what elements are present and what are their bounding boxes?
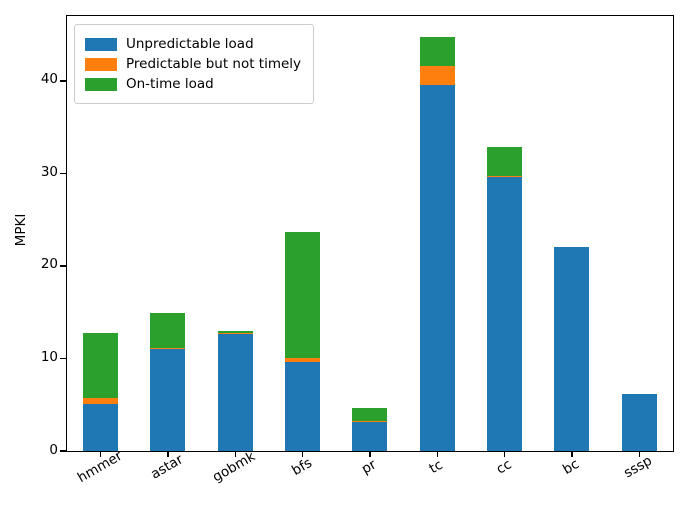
- y-tick-mark-40: [60, 80, 66, 82]
- x-tick-mark-bfs: [301, 451, 304, 457]
- bar-segment-sssp-unpredictable-load: [621, 393, 657, 451]
- bar-segment-bc-unpredictable-load: [554, 247, 590, 451]
- bar-segment-astar-unpredictable-load: [150, 349, 186, 451]
- y-tick-label-0: 0: [49, 441, 58, 458]
- x-tick-label-tc: tc: [426, 456, 446, 478]
- x-tick-label-gobmk: gobmk: [210, 448, 259, 486]
- legend-swatch-predictable-but-not-timely: [85, 57, 117, 71]
- bar-segment-pr-on-time-load: [352, 407, 388, 422]
- legend-item-predictable-but-not-timely: Predictable but not timely: [85, 56, 301, 72]
- y-tick-mark-30: [60, 172, 66, 175]
- bar-segment-tc-predictable-but-not-timely: [419, 66, 455, 86]
- legend-label-predictable-but-not-timely: Predictable but not timely: [126, 56, 302, 72]
- bar-segment-hmmer-predictable-but-not-timely: [83, 398, 119, 404]
- bar-segment-pr-predictable-but-not-timely: [352, 421, 388, 423]
- x-tick-label-sssp: sssp: [621, 452, 656, 482]
- legend-swatch-on-time-load: [85, 77, 117, 91]
- y-tick-mark-20: [60, 265, 66, 267]
- x-tick-mark-astar: [167, 451, 169, 457]
- legend-swatch-unpredictable-load: [85, 37, 117, 51]
- bar-segment-gobmk-on-time-load: [217, 330, 253, 333]
- bar-segment-pr-unpredictable-load: [352, 422, 388, 451]
- bar-segment-hmmer-unpredictable-load: [83, 403, 119, 451]
- y-tick-label-20: 20: [40, 256, 58, 273]
- x-tick-label-hmmer: hmmer: [74, 447, 125, 487]
- x-tick-label-pr: pr: [358, 456, 380, 478]
- y-tick-label-10: 10: [40, 348, 58, 365]
- y-tick-label-40: 40: [40, 71, 58, 88]
- legend: Unpredictable load Predictable but not ti…: [74, 24, 315, 104]
- legend-item-unpredictable-load: Unpredictable load: [85, 36, 301, 52]
- y-tick-mark-10: [60, 357, 66, 360]
- y-axis-label: MPKI: [13, 213, 29, 247]
- bar-segment-bfs-on-time-load: [285, 231, 321, 359]
- x-tick-mark-sssp: [638, 451, 641, 457]
- bar-segment-tc-on-time-load: [419, 37, 455, 66]
- x-tick-mark-cc: [503, 451, 506, 457]
- legend-item-on-time-load: On-time load: [85, 76, 301, 92]
- bar-segment-tc-unpredictable-load: [419, 85, 455, 451]
- y-tick-label-30: 30: [40, 163, 58, 180]
- bar-segment-gobmk-unpredictable-load: [217, 333, 253, 451]
- x-tick-mark-hmmer: [99, 451, 102, 457]
- bar-segment-cc-unpredictable-load: [487, 177, 523, 451]
- bar-segment-astar-predictable-but-not-timely: [150, 347, 186, 350]
- bar-segment-cc-on-time-load: [487, 146, 523, 176]
- x-tick-mark-bc: [571, 451, 573, 457]
- x-tick-label-bc: bc: [560, 456, 582, 478]
- x-tick-mark-tc: [436, 451, 439, 457]
- x-tick-label-astar: astar: [148, 451, 186, 483]
- x-tick-mark-pr: [369, 451, 371, 457]
- bar-segment-bfs-predictable-but-not-timely: [285, 358, 321, 363]
- legend-label-unpredictable-load: Unpredictable load: [126, 36, 254, 52]
- x-tick-label-bfs: bfs: [288, 454, 315, 480]
- x-tick-label-cc: cc: [493, 456, 515, 478]
- bar-segment-bfs-unpredictable-load: [285, 362, 321, 451]
- legend-label-on-time-load: On-time load: [126, 76, 214, 92]
- y-tick-mark-0: [60, 450, 66, 452]
- bar-segment-astar-on-time-load: [150, 313, 186, 348]
- bar-segment-hmmer-on-time-load: [83, 332, 119, 399]
- bar-segment-cc-predictable-but-not-timely: [487, 175, 523, 178]
- x-tick-mark-gobmk: [234, 451, 237, 457]
- plot-area: Unpredictable load Predictable but not ti…: [60, 15, 674, 457]
